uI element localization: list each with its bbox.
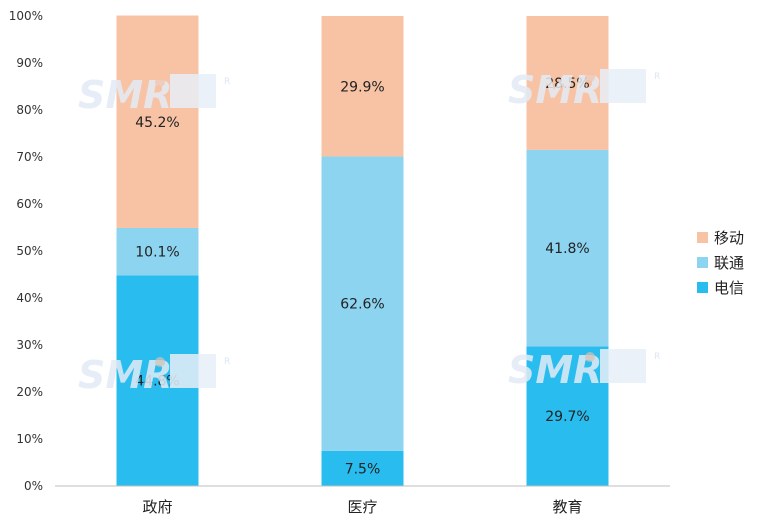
y-tick-label: 70% bbox=[16, 150, 43, 164]
y-tick-label: 100% bbox=[9, 9, 43, 23]
y-tick-label: 50% bbox=[16, 244, 43, 258]
legend-swatch bbox=[697, 232, 708, 243]
svg-text:R: R bbox=[654, 72, 660, 82]
watermark-logo: SMR R bbox=[78, 353, 230, 397]
y-tick-label: 60% bbox=[16, 197, 43, 211]
data-label: 44.8% bbox=[135, 374, 179, 390]
bar-segment bbox=[321, 16, 404, 157]
y-tick-label: 40% bbox=[16, 291, 43, 305]
y-tick-label: 30% bbox=[16, 338, 43, 352]
svg-text:R: R bbox=[224, 357, 230, 367]
watermark-logo: SMR R bbox=[508, 68, 660, 112]
legend-item: 移动 bbox=[697, 229, 744, 247]
x-tick-label: 政府 bbox=[142, 498, 172, 516]
bar-segment bbox=[526, 16, 609, 150]
watermarks: SMR R SMR R SMR R SMR R bbox=[78, 68, 660, 397]
y-tick-label: 90% bbox=[16, 56, 43, 70]
data-label: 45.2% bbox=[135, 115, 179, 131]
y-tick-label: 0% bbox=[24, 479, 43, 493]
legend-label: 移动 bbox=[714, 229, 744, 247]
legend-swatch bbox=[697, 282, 708, 293]
data-label: 7.5% bbox=[345, 461, 381, 477]
svg-text:R: R bbox=[654, 352, 660, 362]
data-label: 29.9% bbox=[340, 79, 384, 95]
bar-segment bbox=[526, 346, 609, 486]
y-axis: 0% 10% 20% 30% 40% 50% 60% 70% 80% 90% 100% bbox=[9, 9, 43, 493]
y-tick-label: 80% bbox=[16, 103, 43, 117]
legend-item: 电信 bbox=[697, 279, 744, 297]
bar-segment bbox=[526, 149, 609, 347]
data-label: 29.7% bbox=[545, 409, 589, 425]
y-tick-label: 20% bbox=[16, 385, 43, 399]
svg-text:R: R bbox=[224, 77, 230, 87]
data-labels: 44.8% 10.1% 45.2% 7.5% 62.6% 29.9% 29.7% 41.8% 2… bbox=[135, 76, 589, 477]
bar-segment bbox=[116, 15, 199, 228]
y-tick-label: 10% bbox=[16, 432, 43, 446]
legend-swatch bbox=[697, 257, 708, 268]
data-label: 62.6% bbox=[340, 297, 384, 313]
data-label: 41.8% bbox=[545, 241, 589, 257]
x-tick-label: 教育 bbox=[552, 498, 582, 516]
data-label: 10.1% bbox=[135, 245, 179, 261]
data-label: 28.5% bbox=[545, 76, 589, 92]
watermark-logo: SMR R bbox=[78, 73, 230, 117]
bars bbox=[116, 15, 609, 486]
legend-label: 电信 bbox=[714, 279, 744, 297]
watermark-logo: SMR R bbox=[508, 348, 660, 392]
bar-segment bbox=[321, 450, 404, 486]
legend-label: 联通 bbox=[714, 254, 744, 272]
x-axis: 政府 医疗 教育 bbox=[142, 498, 582, 516]
bar-segment bbox=[321, 156, 404, 451]
x-tick-label: 医疗 bbox=[347, 498, 377, 516]
bar-segment bbox=[116, 227, 199, 276]
legend-item: 联通 bbox=[697, 254, 744, 272]
